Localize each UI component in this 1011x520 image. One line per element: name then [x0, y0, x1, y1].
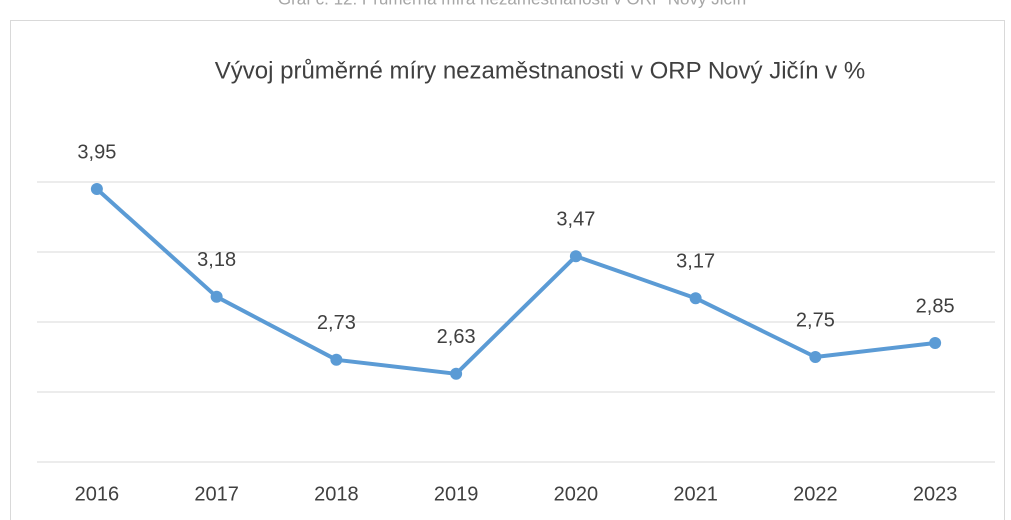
data-point — [450, 367, 463, 380]
chart-frame — [10, 20, 1005, 520]
x-tick-label: 2018 — [314, 483, 359, 505]
x-tick-label: 2022 — [793, 483, 838, 505]
x-tick-label: 2019 — [434, 483, 479, 505]
caption: Graf č. 12: Průměrná míra nezaměstnanost… — [278, 0, 746, 8]
data-point — [330, 353, 343, 366]
x-tick-label: 2016 — [75, 483, 120, 505]
data-point — [689, 292, 702, 305]
data-label: 3,17 — [676, 250, 715, 272]
data-label: 2,75 — [796, 309, 835, 331]
data-point — [929, 337, 942, 349]
data-label: 3,18 — [197, 249, 236, 271]
x-tick-label: 2017 — [194, 483, 239, 505]
data-point — [90, 183, 103, 195]
chart-title: Vývoj průměrné míry nezaměstnanosti v OR… — [215, 57, 865, 84]
series-line — [95, 187, 936, 376]
data-label: 2,85 — [916, 295, 955, 317]
data-label: 2,63 — [437, 326, 476, 348]
data-label: 3,95 — [77, 141, 116, 163]
x-tick-label: 2023 — [913, 483, 958, 505]
data-point — [809, 351, 822, 363]
x-tick-label: 2020 — [554, 483, 599, 505]
data-label: 3,47 — [556, 208, 595, 230]
data-point — [569, 250, 582, 263]
x-tick-label: 2021 — [673, 483, 718, 505]
data-label: 2,73 — [317, 312, 356, 334]
data-point — [210, 290, 223, 303]
